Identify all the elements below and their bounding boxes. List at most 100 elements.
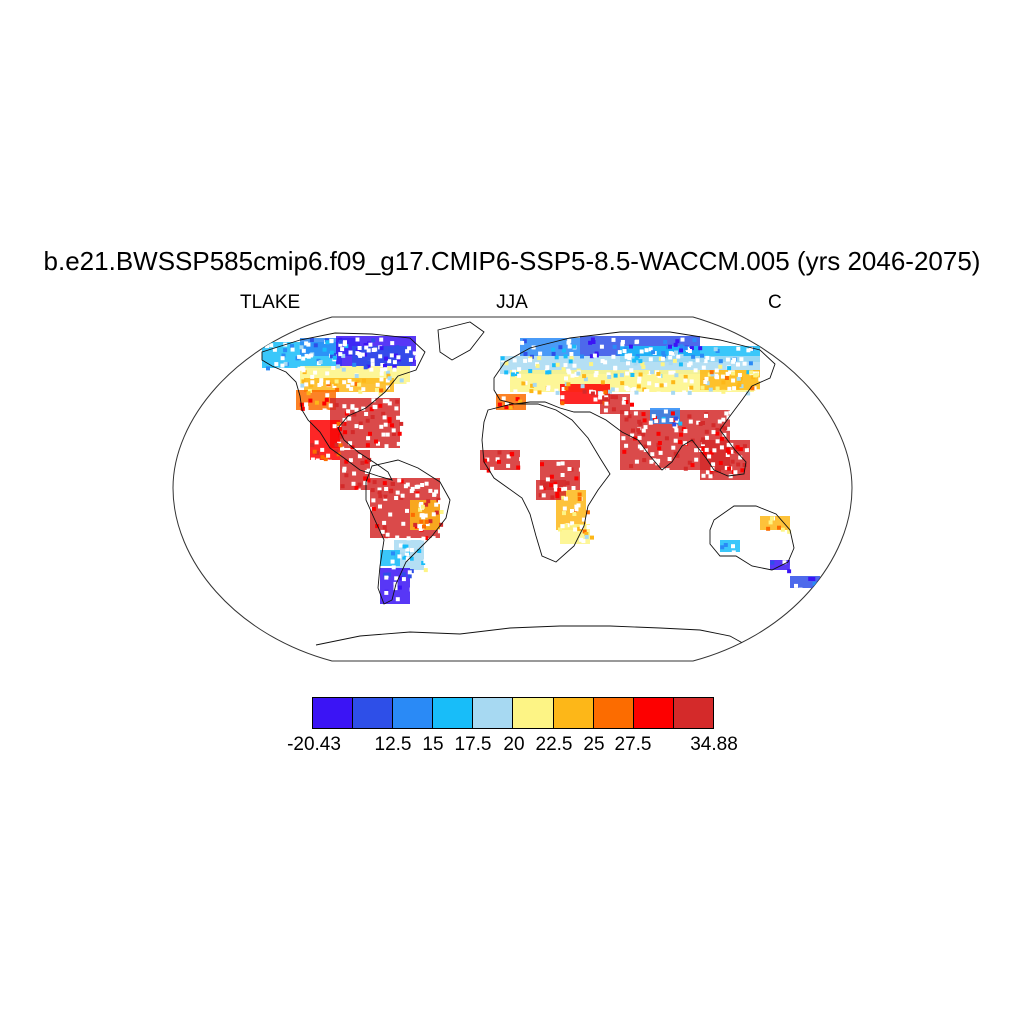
- grid-cell: [671, 445, 676, 450]
- grid-cell: [662, 354, 667, 359]
- grid-cell: [428, 519, 433, 524]
- grid-cell: [409, 548, 414, 552]
- grid-cell: [313, 343, 318, 348]
- grid-cell: [573, 527, 578, 532]
- grid-cell: [528, 369, 533, 374]
- grid-cell: [555, 494, 560, 499]
- grid-cell: [423, 568, 428, 573]
- grid-cell: [661, 351, 666, 356]
- grid-cell: [746, 348, 751, 353]
- grid-cell: [703, 359, 708, 364]
- grid-cell: [320, 455, 325, 460]
- grid-cell: [392, 367, 397, 372]
- grid-cell: [379, 377, 384, 382]
- grid-cell: [348, 458, 353, 463]
- grid-cell: [680, 337, 685, 342]
- grid-cell: [336, 421, 341, 426]
- grid-cell: [580, 354, 584, 359]
- grid-cell: [607, 375, 612, 379]
- grid-cell: [688, 419, 693, 424]
- grid-cell: [352, 412, 357, 417]
- grid-cell: [577, 497, 582, 501]
- grid-cell: [567, 338, 572, 343]
- grid-cell: [628, 353, 633, 358]
- grid-cell: [266, 366, 270, 371]
- grid-cell: [740, 468, 745, 473]
- grid-cell: [387, 376, 392, 381]
- grid-cell: [396, 441, 401, 446]
- grid-cell: [558, 345, 563, 350]
- grid-cell: [710, 467, 715, 471]
- grid-cell: [633, 361, 638, 366]
- grid-cell: [390, 481, 395, 486]
- grid-cell: [334, 442, 339, 447]
- grid-cell: [407, 346, 412, 351]
- grid-cell: [639, 349, 644, 354]
- grid-cell: [384, 356, 388, 361]
- grid-cell: [372, 404, 377, 409]
- grid-cell: [705, 470, 710, 475]
- grid-cell: [737, 373, 742, 377]
- grid-cell: [408, 357, 413, 362]
- grid-cell: [538, 493, 543, 498]
- grid-cell: [692, 338, 697, 343]
- grid-cell: [614, 387, 619, 392]
- grid-cell: [611, 354, 616, 359]
- grid-cell: [415, 493, 420, 498]
- grid-cell: [406, 536, 411, 541]
- grid-cell: [621, 436, 626, 441]
- grid-cell: [622, 397, 627, 402]
- colorbar-box-3: [433, 698, 474, 728]
- grid-cell: [329, 339, 334, 344]
- grid-cell: [351, 481, 356, 486]
- grid-cell: [347, 378, 352, 383]
- grid-cell: [358, 389, 363, 394]
- grid-cell: [382, 520, 387, 525]
- grid-cell: [624, 411, 629, 416]
- grid-cell: [752, 386, 757, 391]
- grid-cell: [599, 344, 604, 349]
- grid-cell: [390, 341, 395, 346]
- grid-cell: [424, 502, 429, 507]
- grid-cell: [667, 457, 672, 461]
- grid-cell: [721, 380, 726, 385]
- grid-cell: [683, 466, 688, 471]
- grid-cell: [560, 473, 565, 477]
- grid-cell: [393, 353, 398, 358]
- colorbar-box-9: [673, 698, 713, 728]
- grid-cell: [384, 590, 389, 595]
- grid-cell: [705, 381, 710, 386]
- grid-cell: [629, 464, 634, 469]
- grid-cell: [561, 367, 566, 372]
- grid-cell: [661, 418, 666, 423]
- grid-cell: [364, 412, 369, 416]
- grid-cell: [561, 495, 566, 500]
- grid-cell: [611, 407, 616, 412]
- grid-cell: [431, 536, 436, 541]
- grid-cell: [391, 565, 396, 570]
- grid-cell: [319, 381, 324, 386]
- grid-cell: [409, 587, 414, 592]
- coast-africa: [481, 403, 611, 563]
- grid-cell: [708, 474, 713, 479]
- grid-cell: [390, 559, 395, 564]
- grid-cell: [622, 449, 627, 454]
- grid-cell: [683, 346, 688, 351]
- grid-cell: [674, 418, 679, 423]
- grid-cell: [780, 527, 785, 532]
- grid-cell: [415, 355, 420, 360]
- colorbar-label-4: 20: [503, 734, 525, 755]
- grid-cell: [603, 390, 608, 395]
- grid-cell: [694, 448, 699, 453]
- grid-cell: [394, 496, 399, 500]
- grid-cell: [528, 358, 532, 363]
- grid-cell: [316, 358, 321, 363]
- grid-cell: [592, 353, 597, 358]
- grid-cell: [490, 466, 495, 471]
- grid-cell: [758, 377, 763, 382]
- grid-cell: [416, 484, 421, 489]
- grid-cell: [622, 349, 627, 353]
- grid-cell: [310, 443, 315, 448]
- grid-cell: [308, 398, 313, 403]
